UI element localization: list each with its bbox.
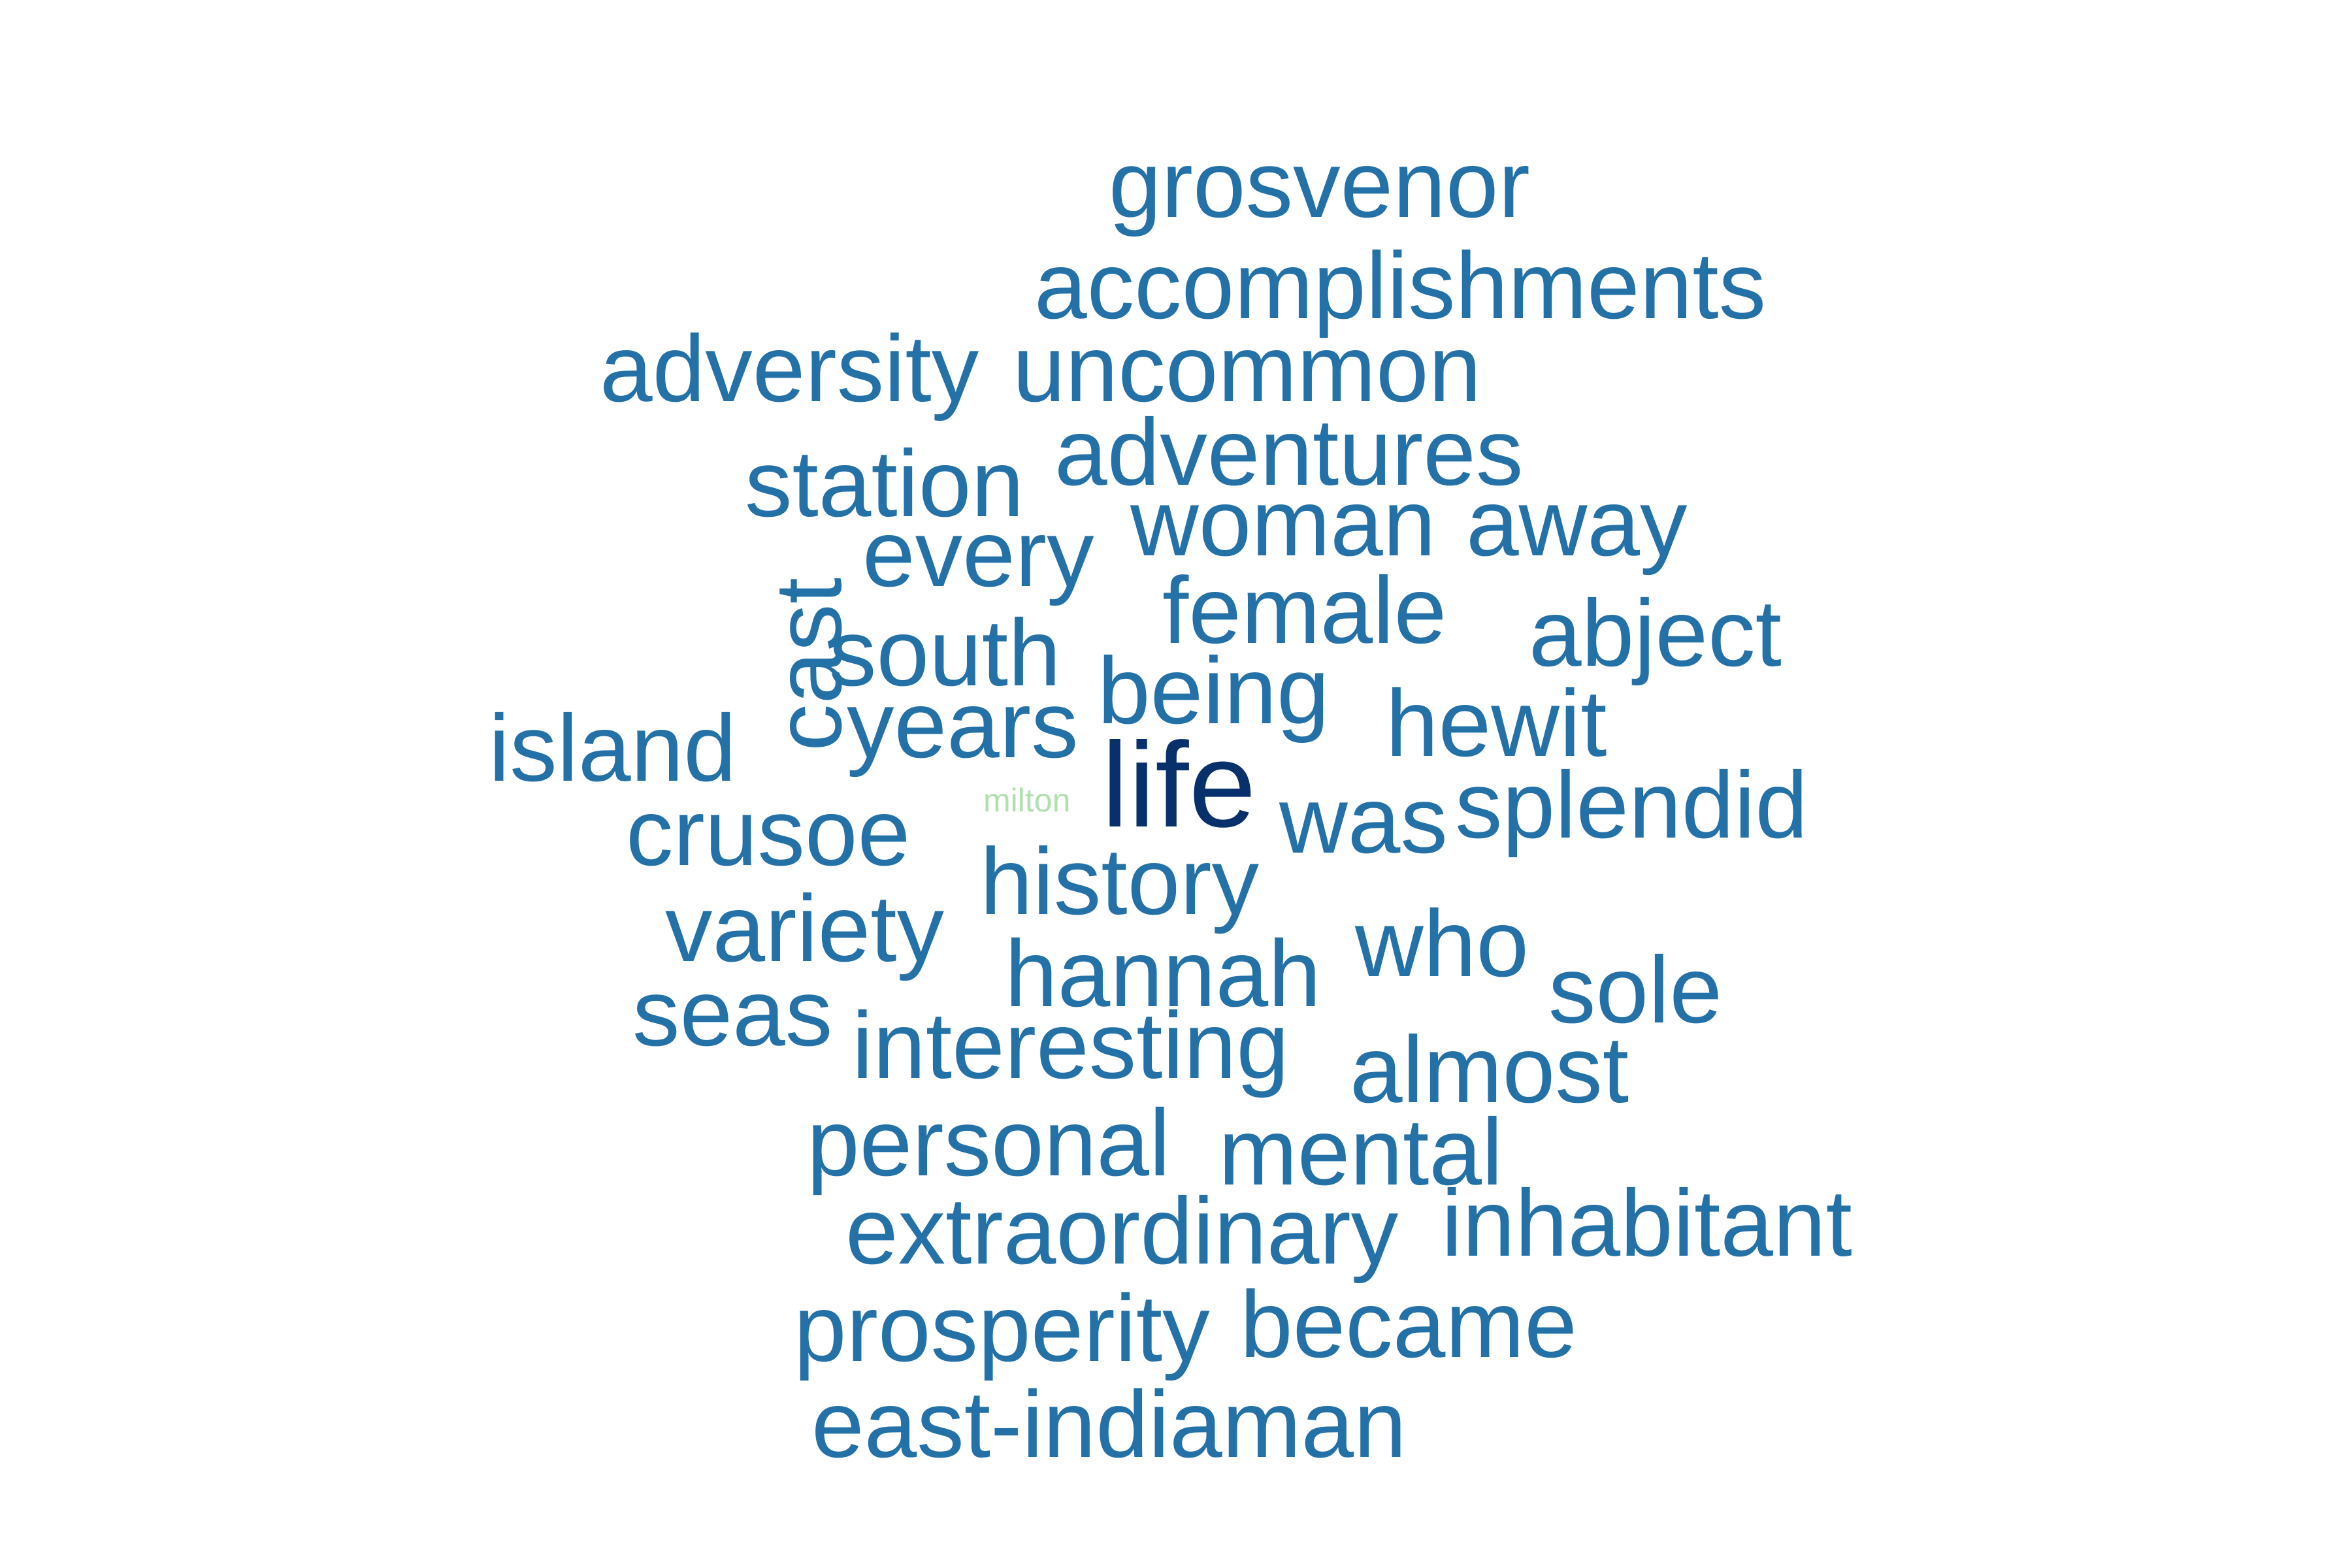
word-female: female — [1162, 557, 1447, 663]
word-splendid: splendid — [1455, 752, 1808, 858]
word-personal: personal — [807, 1090, 1171, 1196]
word-seas: seas — [632, 960, 833, 1066]
word-prosperity: prosperity — [794, 1275, 1210, 1381]
word-adventures: adventures — [1054, 399, 1524, 505]
word-accomplishments: accomplishments — [1034, 233, 1767, 338]
word-inhabitant: inhabitant — [1441, 1170, 1852, 1276]
word-almost: almost — [1350, 1017, 1629, 1122]
word-away: away — [1466, 470, 1688, 576]
word-sole: sole — [1548, 937, 1722, 1043]
word-interesting: interesting — [852, 992, 1289, 1098]
word-station: station — [745, 431, 1024, 536]
word-south: south — [829, 600, 1061, 706]
word-grosvenor: grosvenor — [1109, 131, 1530, 237]
word-abject: abject — [1529, 580, 1782, 686]
word-became: became — [1240, 1271, 1577, 1377]
word-woman: woman — [1130, 470, 1436, 576]
word-life: life — [1102, 718, 1256, 853]
word-being: being — [1098, 638, 1330, 743]
word-who: who — [1355, 890, 1529, 996]
word-was: was — [1279, 767, 1448, 873]
word-variety: variety — [665, 875, 945, 981]
word-east-indiaman: east-indiaman — [811, 1371, 1407, 1477]
word-hewit: hewit — [1386, 670, 1607, 776]
word-years: years — [847, 672, 1079, 777]
word-island: island — [489, 695, 736, 801]
word-adversity: adversity — [600, 316, 979, 421]
word-mental: mental — [1218, 1099, 1503, 1205]
word-extraordinary: extraordinary — [845, 1178, 1399, 1284]
word-every: every — [862, 500, 1094, 606]
word-uncommon: uncommon — [1013, 316, 1482, 421]
word-history: history — [980, 828, 1260, 934]
word-hannah: hannah — [1005, 921, 1321, 1026]
word-milton: milton — [983, 782, 1071, 819]
word-crusoe: crusoe — [626, 779, 911, 885]
